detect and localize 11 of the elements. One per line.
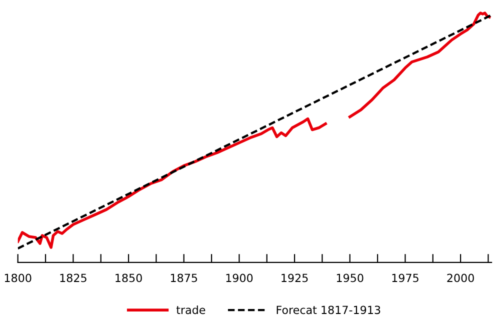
x-tick-label: 1900 xyxy=(226,274,253,282)
x-tick-label: 1975 xyxy=(392,274,418,282)
x-tick-label: 1825 xyxy=(60,274,86,282)
x-tick-label: 1950 xyxy=(336,274,364,282)
x-tick-label: 2000 xyxy=(447,274,474,282)
legend-label: Forecat 1817-1913 xyxy=(276,306,380,314)
x-tick-label: 1850 xyxy=(116,274,142,282)
x-tick-label: 1800 xyxy=(4,274,32,282)
legend-label: trade xyxy=(176,306,206,314)
x-tick-label: 1875 xyxy=(170,274,198,282)
x-tick-label: 1925 xyxy=(282,274,308,282)
